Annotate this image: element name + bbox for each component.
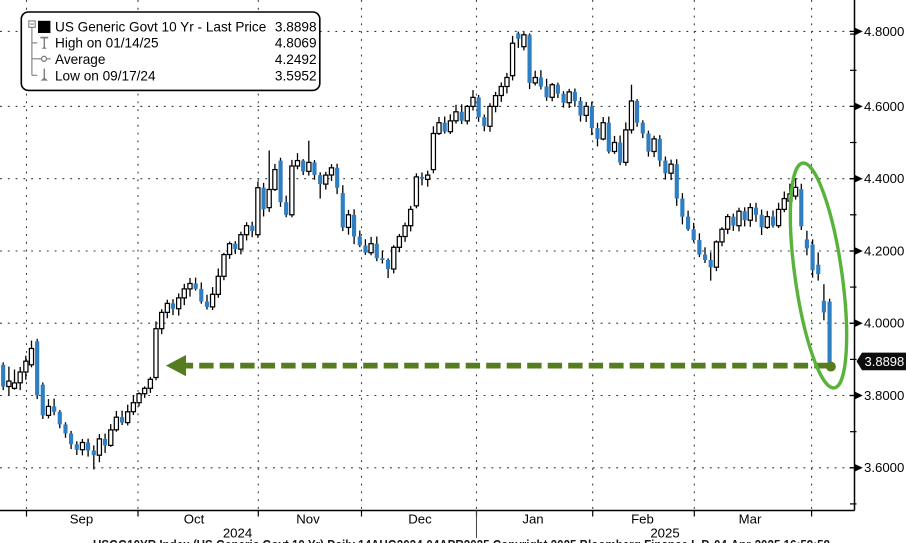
svg-text:Oct: Oct [184, 512, 205, 527]
svg-text:4.2000: 4.2000 [864, 243, 904, 258]
svg-text:Mar: Mar [739, 512, 762, 527]
svg-text:2025: 2025 [650, 526, 679, 541]
svg-text:Dec: Dec [408, 512, 432, 527]
svg-text:Low on 09/17/24: Low on 09/17/24 [55, 68, 156, 83]
svg-text:3.8898: 3.8898 [865, 354, 905, 369]
svg-text:3.5952: 3.5952 [275, 68, 317, 83]
svg-text:4.0000: 4.0000 [864, 316, 904, 331]
svg-text:Jan: Jan [522, 512, 543, 527]
svg-text:4.4000: 4.4000 [864, 171, 904, 186]
svg-text:4.8000: 4.8000 [864, 24, 904, 39]
svg-text:USGG10YR Index (US Generic Gov: USGG10YR Index (US Generic Govt 10 Yr) D… [93, 538, 830, 543]
svg-text:Nov: Nov [296, 512, 320, 527]
svg-text:3.8000: 3.8000 [864, 388, 904, 403]
svg-text:Sep: Sep [70, 512, 93, 527]
svg-text:4.2492: 4.2492 [275, 52, 317, 67]
svg-text:Feb: Feb [631, 512, 654, 527]
svg-text:3.8898: 3.8898 [275, 19, 317, 34]
svg-text:4.8069: 4.8069 [275, 36, 317, 51]
svg-text:2024: 2024 [223, 526, 252, 541]
svg-text:High on 01/14/25: High on 01/14/25 [55, 36, 159, 51]
svg-text:4.6000: 4.6000 [864, 99, 904, 114]
svg-text:Average: Average [55, 52, 105, 67]
svg-text:3.6000: 3.6000 [864, 460, 904, 475]
svg-text:US Generic Govt 10 Yr - Last P: US Generic Govt 10 Yr - Last Price [55, 19, 266, 34]
